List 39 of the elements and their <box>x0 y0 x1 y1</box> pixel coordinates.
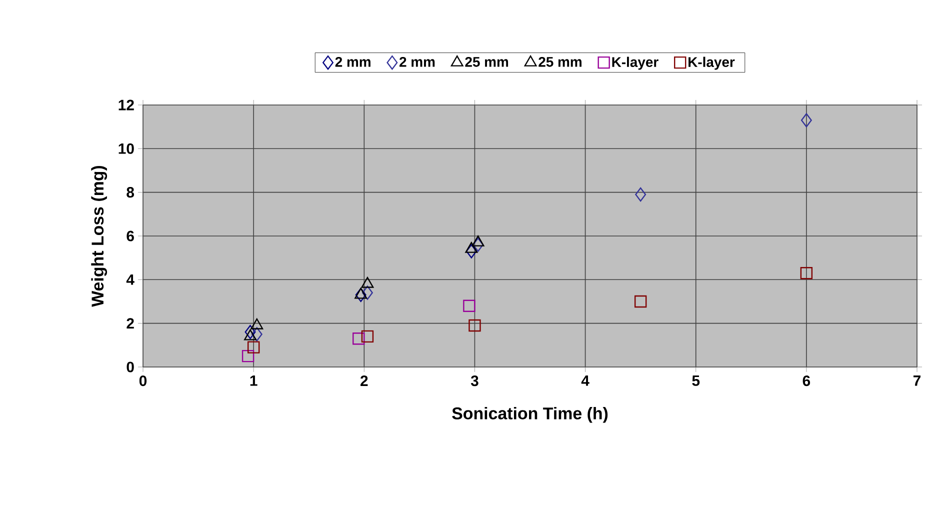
legend-label: K-layer <box>612 56 658 70</box>
legend-label: K-layer <box>688 56 735 70</box>
legend-label: 2 mm <box>335 56 370 67</box>
x-tick-label: 2 <box>360 376 368 386</box>
x-tick-label: 5 <box>692 376 700 386</box>
point <box>463 300 476 312</box>
y-tick-label: 0 <box>126 362 134 372</box>
point <box>352 332 365 345</box>
legend-label: 2 mm <box>400 56 435 67</box>
point <box>634 295 647 308</box>
y-tick-label: 6 <box>126 230 134 242</box>
y-axis-title: Weight Loss (mg) <box>91 166 108 307</box>
point <box>472 238 484 252</box>
y-tick-label: 2 <box>126 318 134 329</box>
point <box>800 267 813 280</box>
y-tick-label: 4 <box>126 274 134 285</box>
point <box>251 327 262 342</box>
point <box>466 244 477 258</box>
y-tick-label: 12 <box>118 100 134 110</box>
legend-label: 25 mm <box>538 56 582 67</box>
x-tick-label: 3 <box>470 376 478 386</box>
y-tick-label: 8 <box>126 187 134 198</box>
point <box>355 288 366 302</box>
x-tick-label: 1 <box>250 376 258 386</box>
x-tick-label: 7 <box>913 376 921 386</box>
point <box>800 113 812 128</box>
x-tick-label: 6 <box>802 376 810 386</box>
x-tick-label: 0 <box>139 376 147 386</box>
point <box>635 187 646 202</box>
point <box>362 286 373 300</box>
point <box>247 341 260 354</box>
x-axis-title: Sonication Time (h) <box>452 406 608 423</box>
legend-label: 25 mm <box>465 56 508 67</box>
x-tick-label: 4 <box>581 376 590 386</box>
y-tick-label: 10 <box>118 143 134 154</box>
point <box>468 319 481 332</box>
point <box>244 324 256 340</box>
point <box>361 330 374 343</box>
point <box>242 350 254 362</box>
